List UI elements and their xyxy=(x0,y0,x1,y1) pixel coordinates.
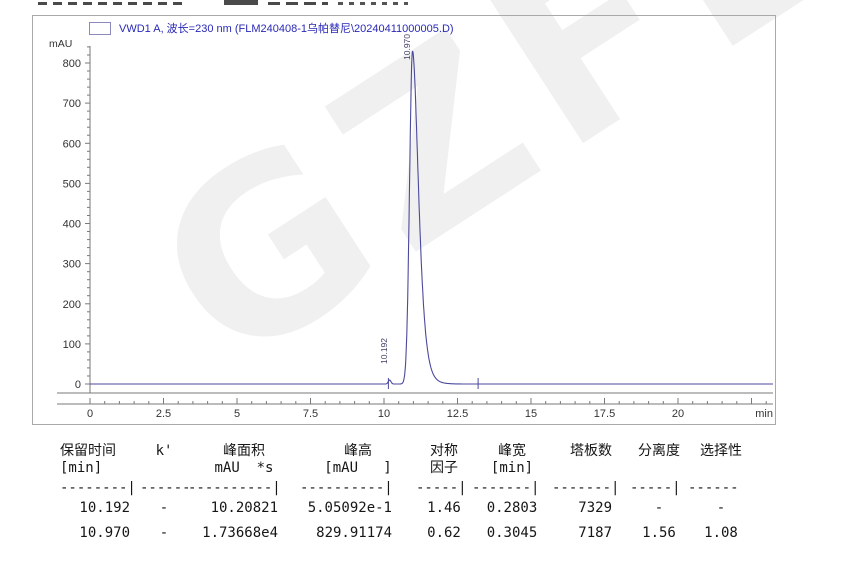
peak-rt-label: 10.970 xyxy=(402,34,412,60)
table-cell: 10.192 xyxy=(79,500,130,516)
table-cell: - xyxy=(654,500,664,516)
separator-cell: -------| xyxy=(472,480,540,496)
column-unit: 因子 xyxy=(430,460,458,476)
column-unit xyxy=(140,460,188,477)
column-header: 塔板数 xyxy=(570,443,612,459)
y-tick-label: 300 xyxy=(63,259,81,271)
table-cell: 0.2803 xyxy=(486,500,538,516)
y-tick-label: 100 xyxy=(63,339,81,351)
chromatogram-plot: 0 100 200 300 400 500 600 700 800 0 2.5 5 7.5 10 12.5 1… xyxy=(57,46,773,420)
x-tick-label: 20 xyxy=(672,408,684,420)
x-tick-label: 2.5 xyxy=(156,408,171,420)
column-unit: [min] xyxy=(60,460,103,476)
clipped-text-fragment xyxy=(268,2,328,5)
y-axis-title: mAU xyxy=(49,38,73,50)
column-header: 选择性 xyxy=(700,443,742,459)
column-unit xyxy=(552,460,630,477)
table-cell: 5.05092e-1 xyxy=(307,500,392,516)
table-separator-row: --------|------|----------|----------|--… xyxy=(60,477,754,496)
table-cell: 1.46 xyxy=(427,500,461,516)
column-header: 峰高 xyxy=(344,443,372,459)
column-header: 对称 xyxy=(430,443,458,459)
signal-legend: VWD1 A, 波长=230 nm (FLM240408-1乌帕替尼\20240… xyxy=(89,21,454,35)
separator-cell: -----| xyxy=(630,480,681,496)
peak-rt-label: 10.192 xyxy=(379,338,389,364)
table-cell: 829.91174 xyxy=(316,525,392,541)
x-axis-unit: min xyxy=(755,408,773,420)
table-row: 10.970 - 1.73668e4 829.91174 0.62 0.3045 7187 1… xyxy=(60,521,754,546)
column-header: 分离度 xyxy=(638,443,680,459)
table-cell: 0.62 xyxy=(427,525,461,541)
legend-checkbox[interactable] xyxy=(89,21,111,35)
table-cell: 7187 xyxy=(578,525,612,541)
y-tick-label: 0 xyxy=(75,379,81,391)
column-header: 峰面积 xyxy=(223,443,265,459)
table-cell: 10.20821 xyxy=(210,500,278,516)
column-unit xyxy=(630,460,688,477)
clipped-text-fragment xyxy=(338,2,408,5)
x-tick-label: 17.5 xyxy=(594,408,615,420)
table-cell: - xyxy=(159,525,169,541)
x-tick-label: 15 xyxy=(525,408,537,420)
y-tick-label: 700 xyxy=(63,98,81,110)
table-row: 10.192 - 10.20821 5.05092e-1 1.46 0.2803 7329 -… xyxy=(60,496,754,521)
column-unit: [min] xyxy=(490,460,534,476)
separator-cell: ----------| xyxy=(188,480,281,496)
signal-curve xyxy=(90,50,773,385)
column-unit: [mAU ] xyxy=(324,460,392,476)
table-cell: 0.3045 xyxy=(486,525,538,541)
column-unit: mAU *s xyxy=(214,460,274,476)
x-tick-label: 0 xyxy=(87,408,93,420)
table-cell: 1.56 xyxy=(642,525,676,541)
axes: 0 100 200 300 400 500 600 700 800 0 2.5 5 7.5 10 12.5 1… xyxy=(57,46,773,420)
y-tick-label: 200 xyxy=(63,299,81,311)
y-tick-label: 800 xyxy=(63,58,81,70)
table-cell: 1.73668e4 xyxy=(202,525,278,541)
clipped-text-fragment xyxy=(224,0,258,5)
y-tick-label: 400 xyxy=(63,219,81,231)
chromatogram-frame: 0 100 200 300 400 500 600 700 800 0 2.5 5 7.5 10 12.5 1… xyxy=(32,15,776,425)
column-header: k' xyxy=(155,443,173,459)
clipped-text-fragment xyxy=(38,2,188,5)
separator-cell: ------| xyxy=(140,480,188,496)
x-tick-label: 5 xyxy=(234,408,240,420)
table-header-row: 保留时间 k' 峰面积 峰高 对称 峰宽 塔板数 分离度 选择性 xyxy=(60,443,754,460)
y-tick-label: 500 xyxy=(63,178,81,190)
x-tick-label: 7.5 xyxy=(303,408,318,420)
y-tick-label: 600 xyxy=(63,138,81,150)
table-cell: 10.970 xyxy=(79,525,130,541)
separator-cell: ------ xyxy=(688,480,739,496)
table-cell: 7329 xyxy=(578,500,612,516)
separator-cell: --------| xyxy=(60,480,136,496)
x-tick-label: 12.5 xyxy=(447,408,468,420)
table-unit-row: [min] mAU *s [mAU ] 因子 [min] xyxy=(60,460,754,477)
column-header: 保留时间 xyxy=(60,443,116,459)
column-unit xyxy=(688,460,754,477)
legend-label: VWD1 A, 波长=230 nm (FLM240408-1乌帕替尼\20240… xyxy=(119,23,454,35)
table-cell: 1.08 xyxy=(704,525,738,541)
separator-cell: ----------| xyxy=(300,480,393,496)
table-cell: - xyxy=(159,500,169,516)
separator-cell: -----| xyxy=(416,480,467,496)
column-header: 峰宽 xyxy=(498,443,526,459)
separator-cell: -------| xyxy=(552,480,620,496)
peak-table: 保留时间 k' 峰面积 峰高 对称 峰宽 塔板数 分离度 选择性 [min] mAU *s [mAU … xyxy=(60,443,754,546)
table-cell: - xyxy=(716,500,726,516)
x-tick-label: 10 xyxy=(378,408,390,420)
